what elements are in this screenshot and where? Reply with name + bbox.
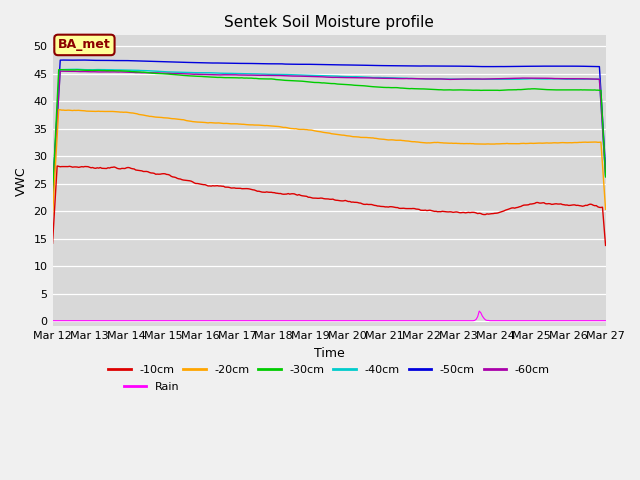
Title: Sentek Soil Moisture profile: Sentek Soil Moisture profile [224, 15, 434, 30]
-50cm [243, 60, 250, 66]
-30cm [56, 67, 64, 72]
-20cm [234, 121, 241, 127]
-60cm [49, 193, 56, 199]
Legend: Rain: Rain [120, 378, 184, 396]
-20cm [55, 107, 63, 112]
-60cm [292, 73, 300, 79]
-20cm [292, 126, 300, 132]
Line: -10cm: -10cm [52, 166, 605, 245]
Line: -40cm: -40cm [52, 69, 605, 195]
Rain [232, 318, 240, 324]
-60cm [243, 72, 250, 78]
Rain [291, 318, 298, 324]
-50cm [118, 58, 125, 63]
-20cm [602, 206, 609, 212]
Line: Rain: Rain [52, 311, 605, 321]
Rain [602, 318, 609, 324]
-30cm [215, 74, 223, 80]
-30cm [572, 87, 580, 93]
-30cm [602, 174, 609, 180]
Line: -50cm: -50cm [52, 60, 605, 191]
-10cm [53, 163, 61, 169]
Rain [49, 318, 56, 324]
-40cm [215, 70, 223, 76]
-20cm [215, 120, 223, 126]
Text: BA_met: BA_met [58, 38, 111, 51]
-50cm [79, 57, 87, 63]
-10cm [292, 192, 300, 197]
-40cm [74, 66, 81, 72]
-20cm [49, 212, 56, 218]
-30cm [243, 75, 250, 81]
Line: -30cm: -30cm [52, 70, 605, 195]
-50cm [572, 63, 580, 69]
-60cm [602, 173, 609, 179]
-50cm [49, 188, 56, 193]
-10cm [602, 242, 609, 248]
Rain [214, 318, 221, 324]
-50cm [602, 166, 609, 171]
-30cm [118, 68, 125, 74]
-10cm [234, 185, 241, 191]
-30cm [49, 192, 56, 198]
-40cm [118, 67, 125, 73]
Line: -20cm: -20cm [52, 109, 605, 215]
-20cm [118, 109, 125, 115]
-10cm [243, 186, 250, 192]
-40cm [572, 76, 580, 82]
-40cm [234, 71, 241, 76]
-20cm [243, 122, 250, 128]
-60cm [56, 68, 64, 74]
Rain [572, 318, 580, 324]
-40cm [243, 71, 250, 77]
-30cm [234, 75, 241, 81]
-60cm [234, 72, 241, 78]
-30cm [292, 78, 300, 84]
-50cm [234, 60, 241, 66]
X-axis label: Time: Time [314, 347, 344, 360]
-50cm [215, 60, 223, 66]
-10cm [215, 183, 223, 189]
Rain [116, 318, 124, 324]
-40cm [49, 192, 56, 198]
-10cm [572, 203, 580, 208]
-60cm [215, 72, 223, 78]
Line: -60cm: -60cm [52, 71, 605, 196]
-50cm [292, 61, 300, 67]
-40cm [292, 72, 300, 78]
-10cm [118, 166, 125, 171]
-60cm [118, 69, 125, 75]
-40cm [602, 173, 609, 179]
-10cm [49, 240, 56, 246]
-20cm [572, 140, 580, 145]
Rain [476, 308, 483, 314]
-60cm [572, 76, 580, 82]
Y-axis label: VWC: VWC [15, 166, 28, 196]
Rain [241, 318, 249, 324]
